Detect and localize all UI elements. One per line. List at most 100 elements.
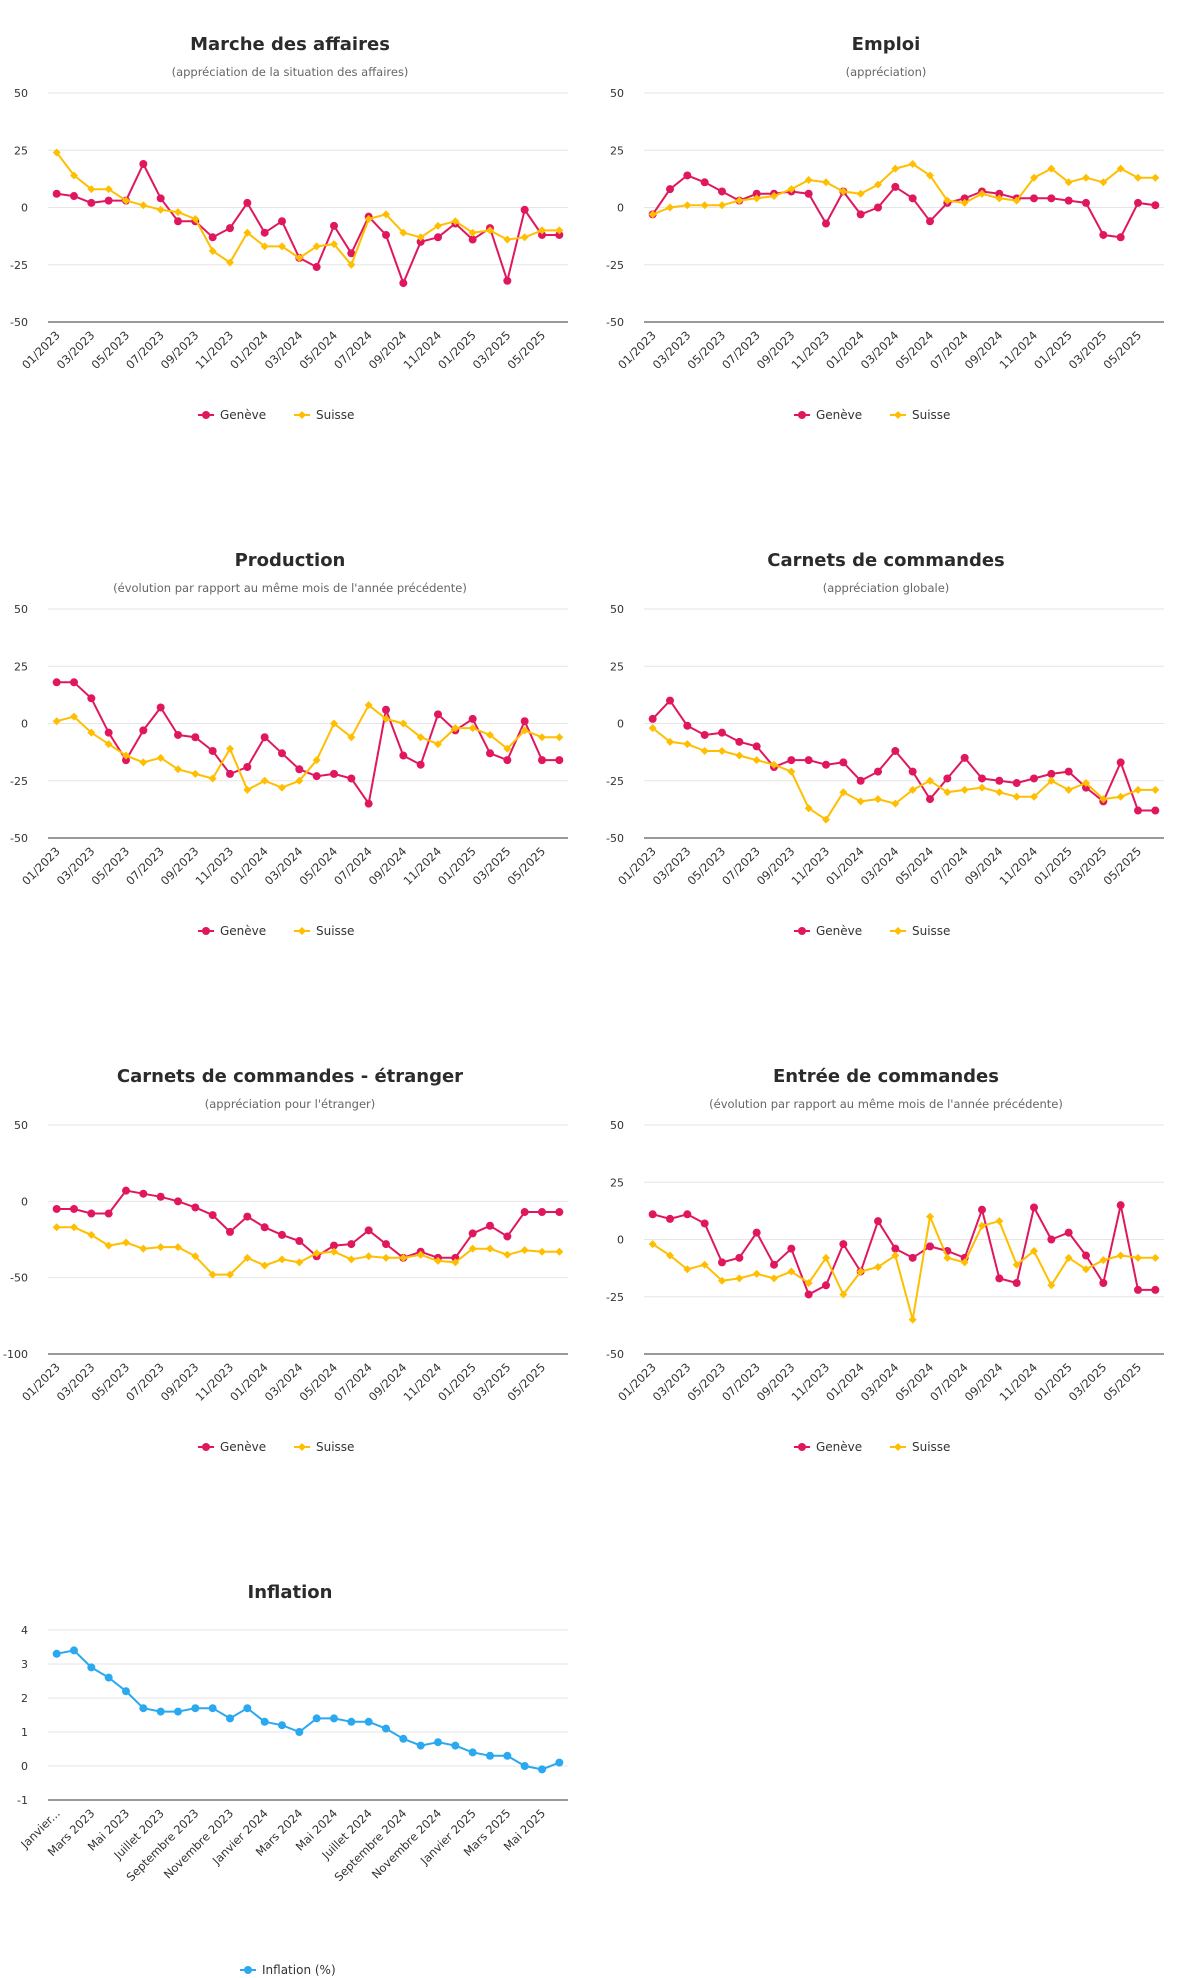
data-point[interactable] (787, 767, 796, 776)
data-point[interactable] (856, 210, 865, 219)
data-point[interactable] (468, 1748, 477, 1757)
data-point[interactable] (520, 717, 529, 726)
data-point[interactable] (1047, 1281, 1056, 1290)
data-point[interactable] (243, 1704, 252, 1713)
data-point[interactable] (822, 815, 830, 824)
data-point[interactable] (174, 730, 182, 739)
data-point[interactable] (347, 733, 356, 742)
data-point[interactable] (156, 753, 165, 762)
data-point[interactable] (1116, 233, 1125, 242)
legend-item-suisse[interactable]: Suisse (890, 1440, 950, 1454)
data-point[interactable] (52, 717, 61, 726)
legend-item-suisse[interactable]: Suisse (294, 408, 354, 422)
data-point[interactable] (520, 726, 529, 735)
legend-item-suisse[interactable]: Suisse (294, 1440, 354, 1454)
data-point[interactable] (1151, 785, 1160, 794)
data-point[interactable] (770, 1274, 778, 1283)
data-point[interactable] (139, 1244, 148, 1253)
data-point[interactable] (1012, 792, 1021, 801)
data-point[interactable] (856, 189, 865, 198)
data-point[interactable] (1116, 792, 1125, 801)
data-point[interactable] (908, 767, 917, 776)
data-point[interactable] (1151, 201, 1160, 210)
data-point[interactable] (908, 194, 917, 203)
data-point[interactable] (1030, 1246, 1038, 1255)
data-point[interactable] (1151, 1253, 1160, 1262)
data-point[interactable] (1064, 785, 1073, 794)
data-point[interactable] (926, 795, 934, 804)
data-point[interactable] (70, 171, 78, 180)
data-point[interactable] (1064, 767, 1073, 776)
data-point[interactable] (399, 228, 408, 237)
data-point[interactable] (243, 228, 252, 237)
data-point[interactable] (1012, 196, 1021, 205)
legend-item-suisse[interactable]: Suisse (890, 924, 950, 938)
data-point[interactable] (874, 180, 882, 189)
legend-item-suisse[interactable]: Suisse (294, 924, 354, 938)
data-point[interactable] (683, 740, 692, 749)
data-point[interactable] (503, 1232, 512, 1241)
data-point[interactable] (1116, 1201, 1125, 1210)
data-point[interactable] (804, 1279, 813, 1288)
data-point[interactable] (156, 1192, 165, 1201)
data-point[interactable] (666, 696, 674, 705)
data-point[interactable] (295, 1728, 304, 1736)
data-point[interactable] (416, 1250, 425, 1259)
data-point[interactable] (804, 176, 813, 185)
data-point[interactable] (960, 785, 969, 794)
data-point[interactable] (260, 776, 269, 785)
data-point[interactable] (520, 1246, 529, 1255)
data-point[interactable] (52, 1204, 61, 1213)
data-point[interactable] (70, 1204, 78, 1213)
data-point[interactable] (666, 737, 674, 746)
data-point[interactable] (364, 701, 373, 710)
data-point[interactable] (718, 1276, 726, 1285)
data-point[interactable] (70, 712, 78, 721)
data-point[interactable] (260, 242, 269, 251)
data-point[interactable] (468, 724, 477, 733)
data-point[interactable] (122, 1687, 130, 1696)
data-point[interactable] (1047, 776, 1056, 785)
data-point[interactable] (122, 1186, 130, 1195)
data-point[interactable] (752, 742, 761, 751)
data-point[interactable] (1099, 795, 1108, 804)
data-point[interactable] (555, 1208, 564, 1217)
data-point[interactable] (718, 201, 726, 210)
data-point[interactable] (226, 1227, 234, 1236)
data-point[interactable] (683, 1210, 692, 1219)
data-point[interactable] (139, 1189, 148, 1198)
data-point[interactable] (683, 721, 692, 730)
data-point[interactable] (364, 214, 373, 223)
data-point[interactable] (191, 214, 200, 223)
data-point[interactable] (648, 210, 657, 219)
data-point[interactable] (995, 788, 1004, 797)
data-point[interactable] (1082, 1265, 1090, 1274)
data-point[interactable] (943, 788, 952, 797)
data-point[interactable] (1030, 173, 1038, 182)
data-point[interactable] (70, 678, 78, 687)
data-point[interactable] (486, 730, 494, 739)
data-point[interactable] (891, 164, 900, 173)
data-point[interactable] (978, 1221, 986, 1230)
data-point[interactable] (960, 1258, 969, 1267)
data-point[interactable] (1151, 173, 1160, 182)
data-point[interactable] (856, 776, 865, 785)
data-point[interactable] (735, 1253, 744, 1262)
data-point[interactable] (1082, 1251, 1090, 1260)
data-point[interactable] (891, 182, 900, 191)
data-point[interactable] (804, 189, 813, 198)
data-point[interactable] (891, 799, 900, 808)
data-point[interactable] (122, 196, 130, 205)
data-point[interactable] (718, 187, 726, 196)
data-point[interactable] (770, 192, 778, 201)
data-point[interactable] (364, 1717, 373, 1726)
data-point[interactable] (191, 1203, 200, 1212)
data-point[interactable] (382, 1724, 390, 1733)
data-point[interactable] (347, 1255, 356, 1264)
data-point[interactable] (295, 1258, 304, 1267)
data-point[interactable] (226, 1270, 234, 1279)
data-point[interactable] (1047, 164, 1056, 173)
legend-item-geneve[interactable]: Genève (794, 408, 862, 422)
data-point[interactable] (122, 1238, 130, 1247)
data-point[interactable] (330, 1247, 338, 1256)
